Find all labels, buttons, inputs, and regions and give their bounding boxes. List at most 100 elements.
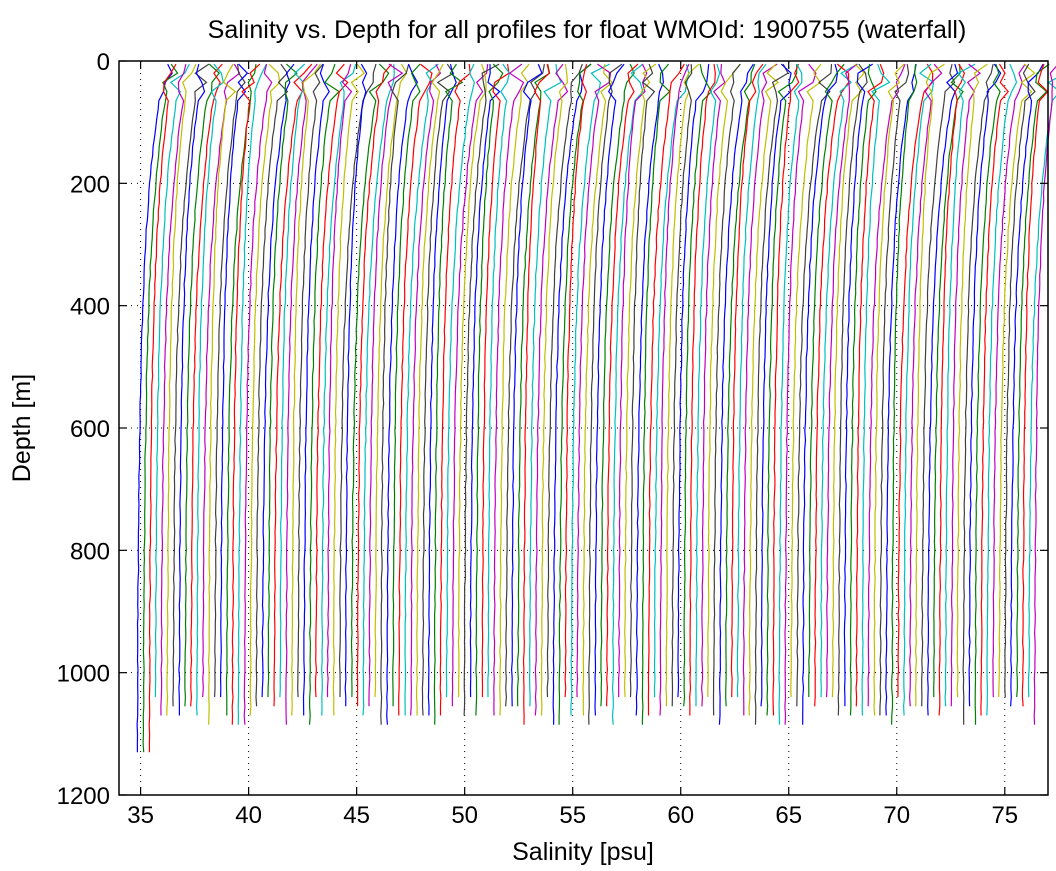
salinity-profile-line — [778, 63, 803, 725]
salinity-profile-line — [469, 64, 501, 698]
y-tick-label: 600 — [70, 416, 110, 443]
salinity-profile-line — [725, 63, 756, 707]
salinity-profile-line — [255, 63, 289, 707]
salinity-profile-line — [320, 63, 357, 716]
salinity-profile-line — [677, 64, 710, 698]
salinity-profile-line — [867, 63, 906, 707]
salinity-profile-line — [160, 63, 187, 716]
salinity-profile-line — [772, 63, 800, 716]
salinity-profile-line — [499, 63, 530, 716]
y-tick-label: 1000 — [57, 661, 110, 688]
salinity-profile-line — [831, 63, 866, 698]
salinity-profile-line — [760, 63, 792, 707]
salinity-profile-line — [891, 64, 918, 725]
salinity-profile-line — [707, 63, 741, 698]
salinity-profile-line — [1021, 63, 1049, 707]
salinity-profile-line — [766, 64, 798, 716]
salinity-profile-line — [207, 63, 237, 725]
salinity-profile-line — [243, 63, 273, 725]
salinity-profile-line — [404, 63, 439, 716]
y-tick-label: 0 — [97, 49, 110, 76]
salinity-profile-line — [647, 63, 685, 716]
salinity-profile-line — [825, 63, 858, 698]
salinity-profile-line — [172, 63, 210, 707]
salinity-profile-line — [861, 63, 891, 716]
salinity-profile-line — [653, 63, 690, 698]
salinity-profile-line — [451, 64, 489, 707]
salinity-profile-line — [439, 64, 471, 716]
salinity-profile-line — [516, 63, 551, 707]
salinity-profile-line — [475, 63, 504, 716]
salinity-profile-line — [386, 63, 419, 725]
x-tick-label: 75 — [991, 802, 1018, 829]
salinity-profile-line — [154, 63, 190, 698]
salinity-profile-line — [784, 63, 817, 725]
salinity-profile-line — [843, 63, 874, 707]
salinity-profile-line — [249, 63, 281, 716]
salinity-profile-line — [463, 63, 500, 716]
salinity-profile-line — [885, 63, 917, 716]
salinity-profile-line — [914, 63, 945, 707]
salinity-profile-line — [308, 63, 341, 725]
salinity-profile-line — [879, 64, 910, 716]
salinity-profile-line — [202, 63, 241, 698]
salinity-profile-line — [487, 63, 511, 698]
salinity-profile-line — [754, 63, 789, 725]
salinity-profile-line — [950, 63, 981, 707]
salinity-profile-line — [362, 64, 395, 716]
salinity-profile-line — [576, 63, 612, 698]
salinity-profile-line — [582, 64, 614, 716]
salinity-profile-line — [433, 63, 464, 725]
salinity-profile-line — [297, 63, 324, 698]
salinity-profile-line — [659, 63, 690, 716]
salinity-profile-line — [748, 63, 780, 716]
salinity-profile-line — [814, 63, 850, 707]
x-tick-label: 60 — [667, 802, 694, 829]
salinity-profile-line — [968, 63, 1002, 707]
salinity-profile-line — [588, 63, 623, 725]
salinity-profile-line — [837, 63, 868, 716]
x-tick-label: 45 — [343, 802, 370, 829]
salinity-profile-line — [136, 63, 173, 753]
salinity-profile-line — [980, 63, 1009, 716]
salinity-profile-line — [855, 63, 885, 707]
salinity-profile-line — [225, 64, 257, 716]
salinity-profile-line — [332, 63, 366, 716]
y-tick-label: 1200 — [57, 783, 110, 810]
salinity-profile-line — [195, 63, 224, 716]
salinity-profile-line — [606, 63, 639, 707]
salinity-profile-line — [802, 63, 839, 725]
salinity-profile-line — [522, 63, 550, 725]
salinity-profile-line — [796, 64, 833, 707]
x-tick-label: 65 — [775, 802, 802, 829]
salinity-profile-line — [992, 63, 1026, 698]
salinity-profile-line — [671, 64, 693, 707]
salinity-profile-line — [380, 63, 410, 725]
salinity-profile-line — [683, 63, 713, 707]
salinity-profile-line — [267, 63, 298, 698]
salinity-profile-line — [540, 64, 569, 716]
salinity-profile-line — [421, 63, 455, 716]
salinity-profile-line — [611, 63, 644, 725]
salinity-profile-line — [695, 63, 721, 707]
salinity-profile-line — [416, 63, 444, 716]
salinity-profile-line — [457, 63, 487, 698]
salinity-profiles — [136, 63, 1056, 753]
salinity-profile-line — [998, 63, 1036, 698]
salinity-profile-line — [142, 63, 179, 753]
salinity-profile-line — [546, 63, 583, 698]
salinity-profile-line — [700, 64, 726, 707]
salinity-profile-line — [820, 63, 858, 698]
salinity-profile-line — [214, 64, 246, 698]
salinity-profile-line — [849, 64, 877, 716]
salinity-profile-line — [356, 63, 392, 707]
chart-title: Salinity vs. Depth for all profiles for … — [208, 16, 967, 44]
salinity-profile-line — [148, 63, 177, 753]
salinity-profile-line — [231, 63, 261, 725]
salinity-profile-line — [392, 63, 421, 707]
salinity-profile-line — [279, 63, 306, 698]
salinity-profile-line — [742, 63, 778, 716]
salinity-profile-line — [261, 63, 295, 698]
salinity-profile-line — [808, 63, 845, 698]
